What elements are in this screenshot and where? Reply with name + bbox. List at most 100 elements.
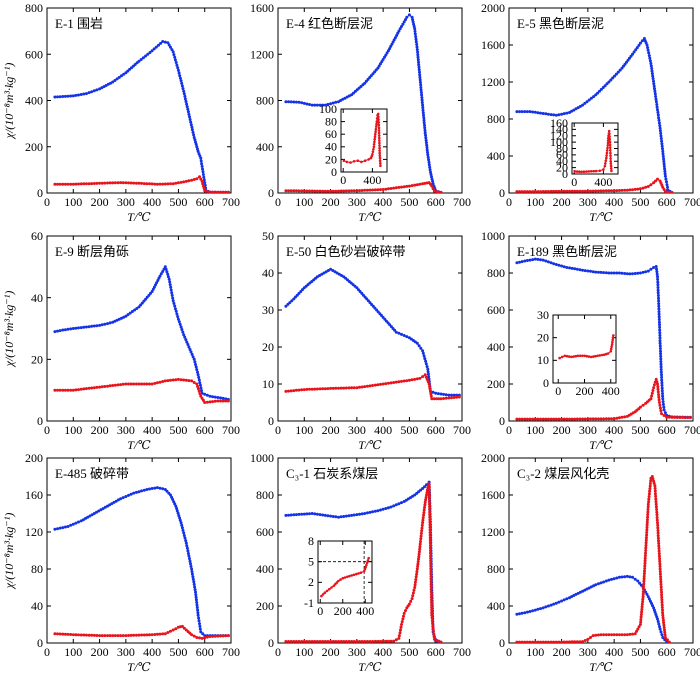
heating-curve-point bbox=[552, 640, 556, 643]
cooling-curve-point bbox=[174, 61, 178, 64]
cooling-curve-point bbox=[194, 142, 198, 146]
cooling-curve-point bbox=[549, 113, 553, 117]
cooling-curve-point bbox=[420, 101, 424, 105]
cooling-curve-point bbox=[287, 513, 290, 517]
panel-e-4-x-tick-label: 0 bbox=[275, 195, 281, 209]
heating-curve-point bbox=[84, 633, 88, 637]
inset-heating-curve-point bbox=[365, 561, 369, 565]
cooling-curve-point bbox=[185, 546, 189, 550]
panel-e-189-x-tick-label: 300 bbox=[579, 423, 597, 437]
cooling-curve-point bbox=[133, 308, 137, 312]
heating-curve-point bbox=[200, 636, 204, 640]
cooling-curve-point bbox=[654, 97, 658, 101]
inset-heating-curve-point bbox=[374, 127, 378, 131]
cooling-curve-point bbox=[383, 55, 386, 59]
heating-curve-point bbox=[350, 386, 354, 390]
heating-curve-point bbox=[658, 403, 662, 407]
heating-curve-point bbox=[397, 185, 401, 189]
cooling-curve-point bbox=[413, 493, 417, 497]
cooling-curve-point bbox=[200, 162, 204, 166]
cooling-curve-point bbox=[174, 309, 178, 313]
inset-heating-curve-point bbox=[365, 563, 368, 567]
heating-curve-point bbox=[352, 640, 356, 643]
cooling-curve-point bbox=[66, 525, 70, 528]
heating-curve-point bbox=[652, 479, 656, 483]
inset-heating-curve-point bbox=[364, 565, 367, 569]
cooling-curve-point bbox=[178, 516, 182, 520]
heating-curve-point bbox=[452, 396, 456, 399]
inset-series bbox=[320, 556, 370, 598]
heating-curve-point bbox=[515, 640, 519, 643]
heating-curve-point bbox=[586, 189, 590, 193]
heating-curve-point bbox=[216, 190, 220, 193]
heating-curve-point bbox=[546, 190, 550, 193]
heating-curve-point bbox=[205, 400, 209, 404]
cooling-curve-point bbox=[657, 302, 661, 306]
heating-curve-point bbox=[321, 387, 325, 391]
heating-curve-point bbox=[688, 416, 692, 420]
cooling-curve-point bbox=[74, 521, 78, 525]
panel-label: E-9 断层角砾 bbox=[55, 244, 129, 259]
cooling-curve-point bbox=[638, 271, 642, 275]
heating-curve-point bbox=[417, 552, 421, 556]
cooling-curve-point bbox=[95, 88, 99, 92]
inset-heating-curve-point bbox=[572, 355, 575, 358]
heating-curve-point bbox=[205, 635, 209, 639]
cooling-curve-point bbox=[58, 526, 62, 530]
panel-e-9-y-tick-label: 20 bbox=[31, 353, 43, 367]
cooling-curve-point bbox=[423, 131, 427, 135]
heating-curve-point bbox=[150, 382, 154, 386]
cooling-curve-point bbox=[175, 507, 179, 510]
cooling-curve-point bbox=[142, 488, 146, 492]
cooling-curve-point bbox=[297, 512, 301, 516]
panel-label: E-4 红色断层泥 bbox=[286, 16, 373, 31]
cooling-curve-point bbox=[657, 116, 661, 120]
heating-curve-point bbox=[347, 189, 351, 193]
heating-curve-point bbox=[428, 385, 432, 388]
cooling-curve-point bbox=[418, 70, 421, 74]
cooling-curve-point bbox=[321, 103, 325, 107]
inset-heating-curve-point bbox=[360, 160, 363, 164]
cooling-curve-point bbox=[546, 260, 550, 264]
cooling-curve-point bbox=[525, 610, 529, 614]
cooling-curve-point bbox=[171, 497, 175, 501]
heating-curve-point bbox=[106, 634, 109, 638]
heating-curve-point bbox=[660, 412, 663, 416]
heating-curve-point bbox=[644, 185, 648, 189]
cooling-curve-point bbox=[422, 121, 426, 125]
heating-curve-point bbox=[95, 181, 99, 185]
cooling-curve-point bbox=[657, 307, 661, 311]
cooling-curve-point bbox=[421, 111, 425, 115]
heating-curve-point bbox=[182, 378, 186, 382]
heating-curve-point bbox=[84, 182, 88, 186]
heating-curve-point bbox=[428, 518, 432, 522]
cooling-curve-point bbox=[177, 71, 181, 75]
cooling-curve-point bbox=[384, 507, 388, 510]
heating-curve-point bbox=[607, 417, 611, 421]
cooling-curve-point bbox=[659, 362, 663, 366]
heating-curve-point bbox=[429, 562, 433, 565]
heating-curve-point bbox=[657, 552, 661, 556]
cooling-curve-point bbox=[615, 271, 619, 275]
heating-curve-point bbox=[363, 188, 367, 192]
inset-heating-curve-point bbox=[608, 138, 612, 141]
cooling-curve-point bbox=[572, 108, 576, 112]
inset-heating-curve-point bbox=[587, 170, 591, 173]
cooling-curve-point bbox=[389, 44, 393, 48]
inset-c3-1-y-tick-label: 8 bbox=[308, 534, 314, 548]
cooling-curve-point bbox=[202, 175, 206, 179]
heating-curve-point bbox=[560, 417, 564, 421]
cooling-curve-point bbox=[373, 509, 377, 513]
cooling-curve-point bbox=[415, 45, 419, 49]
heating-curve-point bbox=[645, 533, 649, 537]
heating-curve-point bbox=[413, 583, 417, 587]
cooling-curve-point bbox=[418, 78, 422, 82]
cooling-curve-point bbox=[400, 332, 403, 336]
heating-curve-point bbox=[515, 417, 519, 421]
heating-curve-point bbox=[667, 640, 671, 643]
cooling-curve-point bbox=[178, 74, 182, 78]
heating-curve-point bbox=[536, 190, 540, 193]
heating-curve-point bbox=[429, 559, 433, 563]
cooling-curve-point bbox=[633, 272, 637, 275]
heating-curve-point bbox=[591, 189, 595, 193]
